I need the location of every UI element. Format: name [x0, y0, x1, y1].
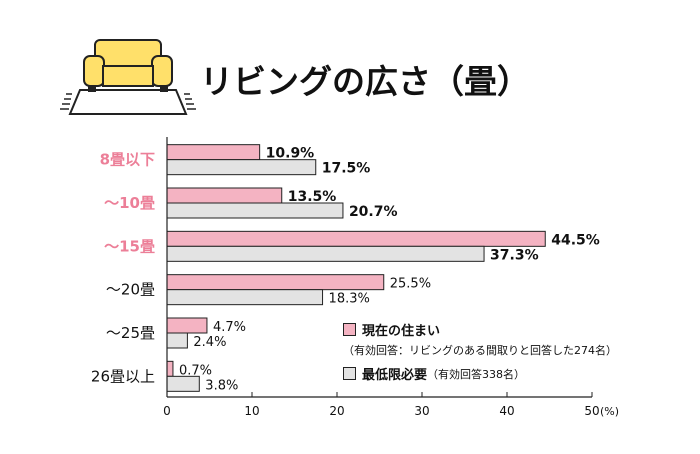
value-labels: 10.9% 17.5% 13.5% 20.7% 44.5% 37.3% 25.5% 18.3%…	[179, 146, 600, 394]
category-label: 8畳以下	[100, 151, 155, 169]
bar-minimum	[166, 245, 485, 262]
bar-current	[166, 187, 283, 204]
bar-current	[166, 230, 546, 247]
bar-minimum	[166, 289, 324, 306]
bar-minimum	[166, 202, 344, 219]
page-title: リビングの広さ（畳）	[200, 62, 530, 101]
legend-note-current: （有効回答：リビングのある間取りと回答した274名）	[343, 344, 617, 357]
bar-current	[166, 360, 174, 377]
legend-swatch-current	[343, 323, 356, 336]
legend-item-minimum: 最低限必要 （有効回答338名）	[343, 364, 617, 383]
legend-label-minimum: 最低限必要	[362, 368, 428, 383]
x-tick-label: 50	[584, 404, 599, 418]
data-label: 3.8%	[205, 378, 238, 393]
legend-label-current: 現在の住まい	[362, 324, 441, 339]
x-tick-label: 20	[329, 404, 344, 418]
category-label: ～25畳	[106, 324, 155, 342]
data-label: 10.9%	[266, 146, 315, 162]
legend-swatch-minimum	[343, 367, 356, 380]
data-label: 0.7%	[179, 363, 212, 378]
x-tick-label: 10	[244, 404, 259, 418]
legend-note-minimum: （有効回答338名）	[427, 367, 526, 381]
bar-group	[166, 144, 546, 392]
data-label: 25.5%	[390, 277, 431, 292]
x-axis: 0 10 20 30 40 50 (%)	[163, 137, 619, 418]
data-label: 37.3%	[490, 247, 539, 263]
bar-current	[166, 274, 385, 291]
x-unit-label: (%)	[600, 405, 619, 418]
category-labels: 8畳以下 ～10畳 ～15畳 ～20畳 ～25畳 26畳以上	[91, 151, 155, 386]
bar-current	[166, 317, 208, 334]
x-tick-label: 30	[414, 404, 429, 418]
data-label: 4.7%	[213, 320, 246, 335]
category-label: ～10畳	[104, 194, 155, 212]
bar-minimum	[166, 159, 317, 176]
bar-minimum	[166, 375, 200, 392]
data-label: 44.5%	[551, 232, 600, 248]
x-tick-label: 0	[163, 404, 171, 418]
data-label: 18.3%	[329, 292, 370, 307]
sofa-on-rug-icon	[60, 39, 196, 115]
category-label: ～15畳	[104, 237, 155, 255]
bar-current	[166, 144, 261, 161]
legend: 現在の住まい （有効回答：リビングのある間取りと回答した274名） 最低限必要 …	[343, 320, 617, 383]
bar-minimum	[166, 332, 188, 349]
data-label: 2.4%	[193, 335, 226, 350]
data-label: 17.5%	[322, 161, 371, 177]
legend-item-current: 現在の住まい	[343, 320, 617, 339]
data-label: 20.7%	[349, 204, 398, 220]
x-tick-label: 40	[499, 404, 514, 418]
category-label: ～20畳	[106, 281, 155, 299]
data-label: 13.5%	[288, 189, 337, 205]
category-label: 26畳以上	[91, 367, 155, 385]
